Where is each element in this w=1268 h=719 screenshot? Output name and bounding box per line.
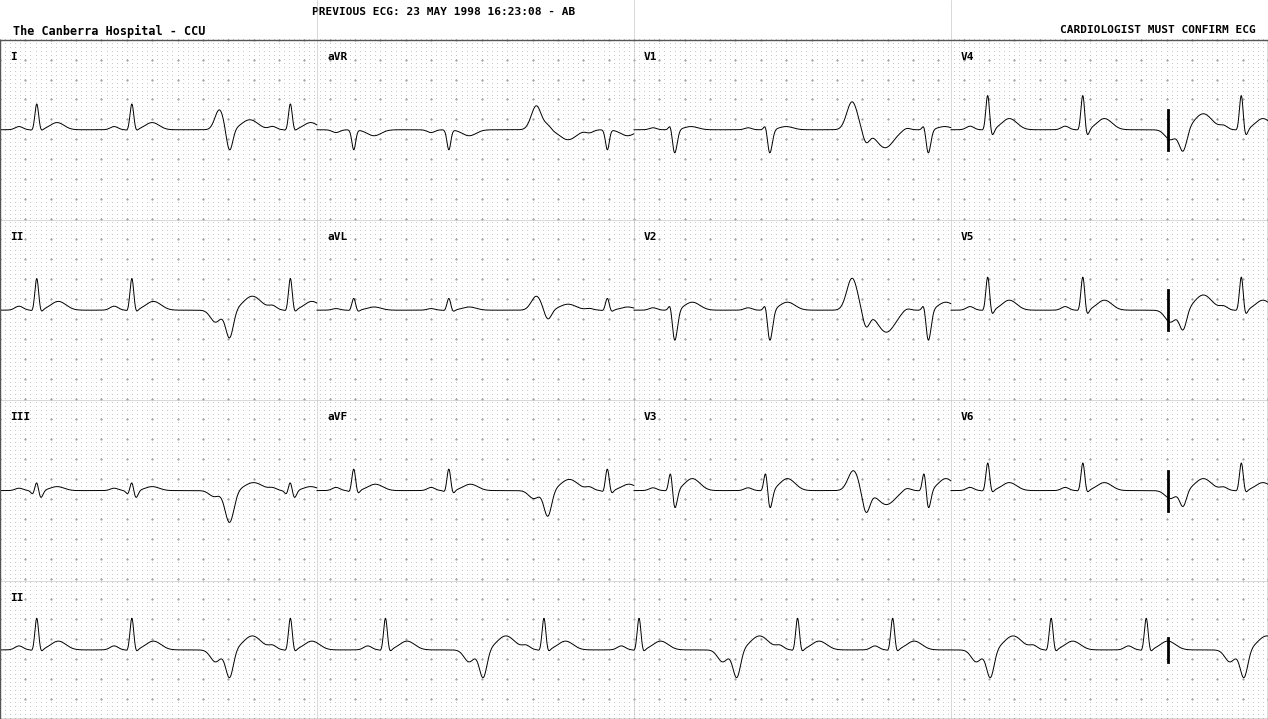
- Text: V3: V3: [644, 413, 658, 422]
- Text: V1: V1: [644, 52, 658, 62]
- Text: III: III: [10, 413, 30, 422]
- Text: V5: V5: [961, 232, 975, 242]
- Text: V4: V4: [961, 52, 975, 62]
- Text: II: II: [10, 592, 24, 603]
- Text: aVF: aVF: [327, 413, 347, 422]
- Text: The Canberra Hospital - CCU: The Canberra Hospital - CCU: [13, 24, 205, 37]
- Text: CARDIOLOGIST MUST CONFIRM ECG: CARDIOLOGIST MUST CONFIRM ECG: [1060, 24, 1255, 35]
- Text: aVR: aVR: [327, 52, 347, 62]
- Text: V2: V2: [644, 232, 658, 242]
- Text: I: I: [10, 52, 16, 62]
- Text: V6: V6: [961, 413, 975, 422]
- Text: II: II: [10, 232, 24, 242]
- Text: PREVIOUS ECG: 23 MAY 1998 16:23:08 - AB: PREVIOUS ECG: 23 MAY 1998 16:23:08 - AB: [312, 7, 576, 17]
- Text: aVL: aVL: [327, 232, 347, 242]
